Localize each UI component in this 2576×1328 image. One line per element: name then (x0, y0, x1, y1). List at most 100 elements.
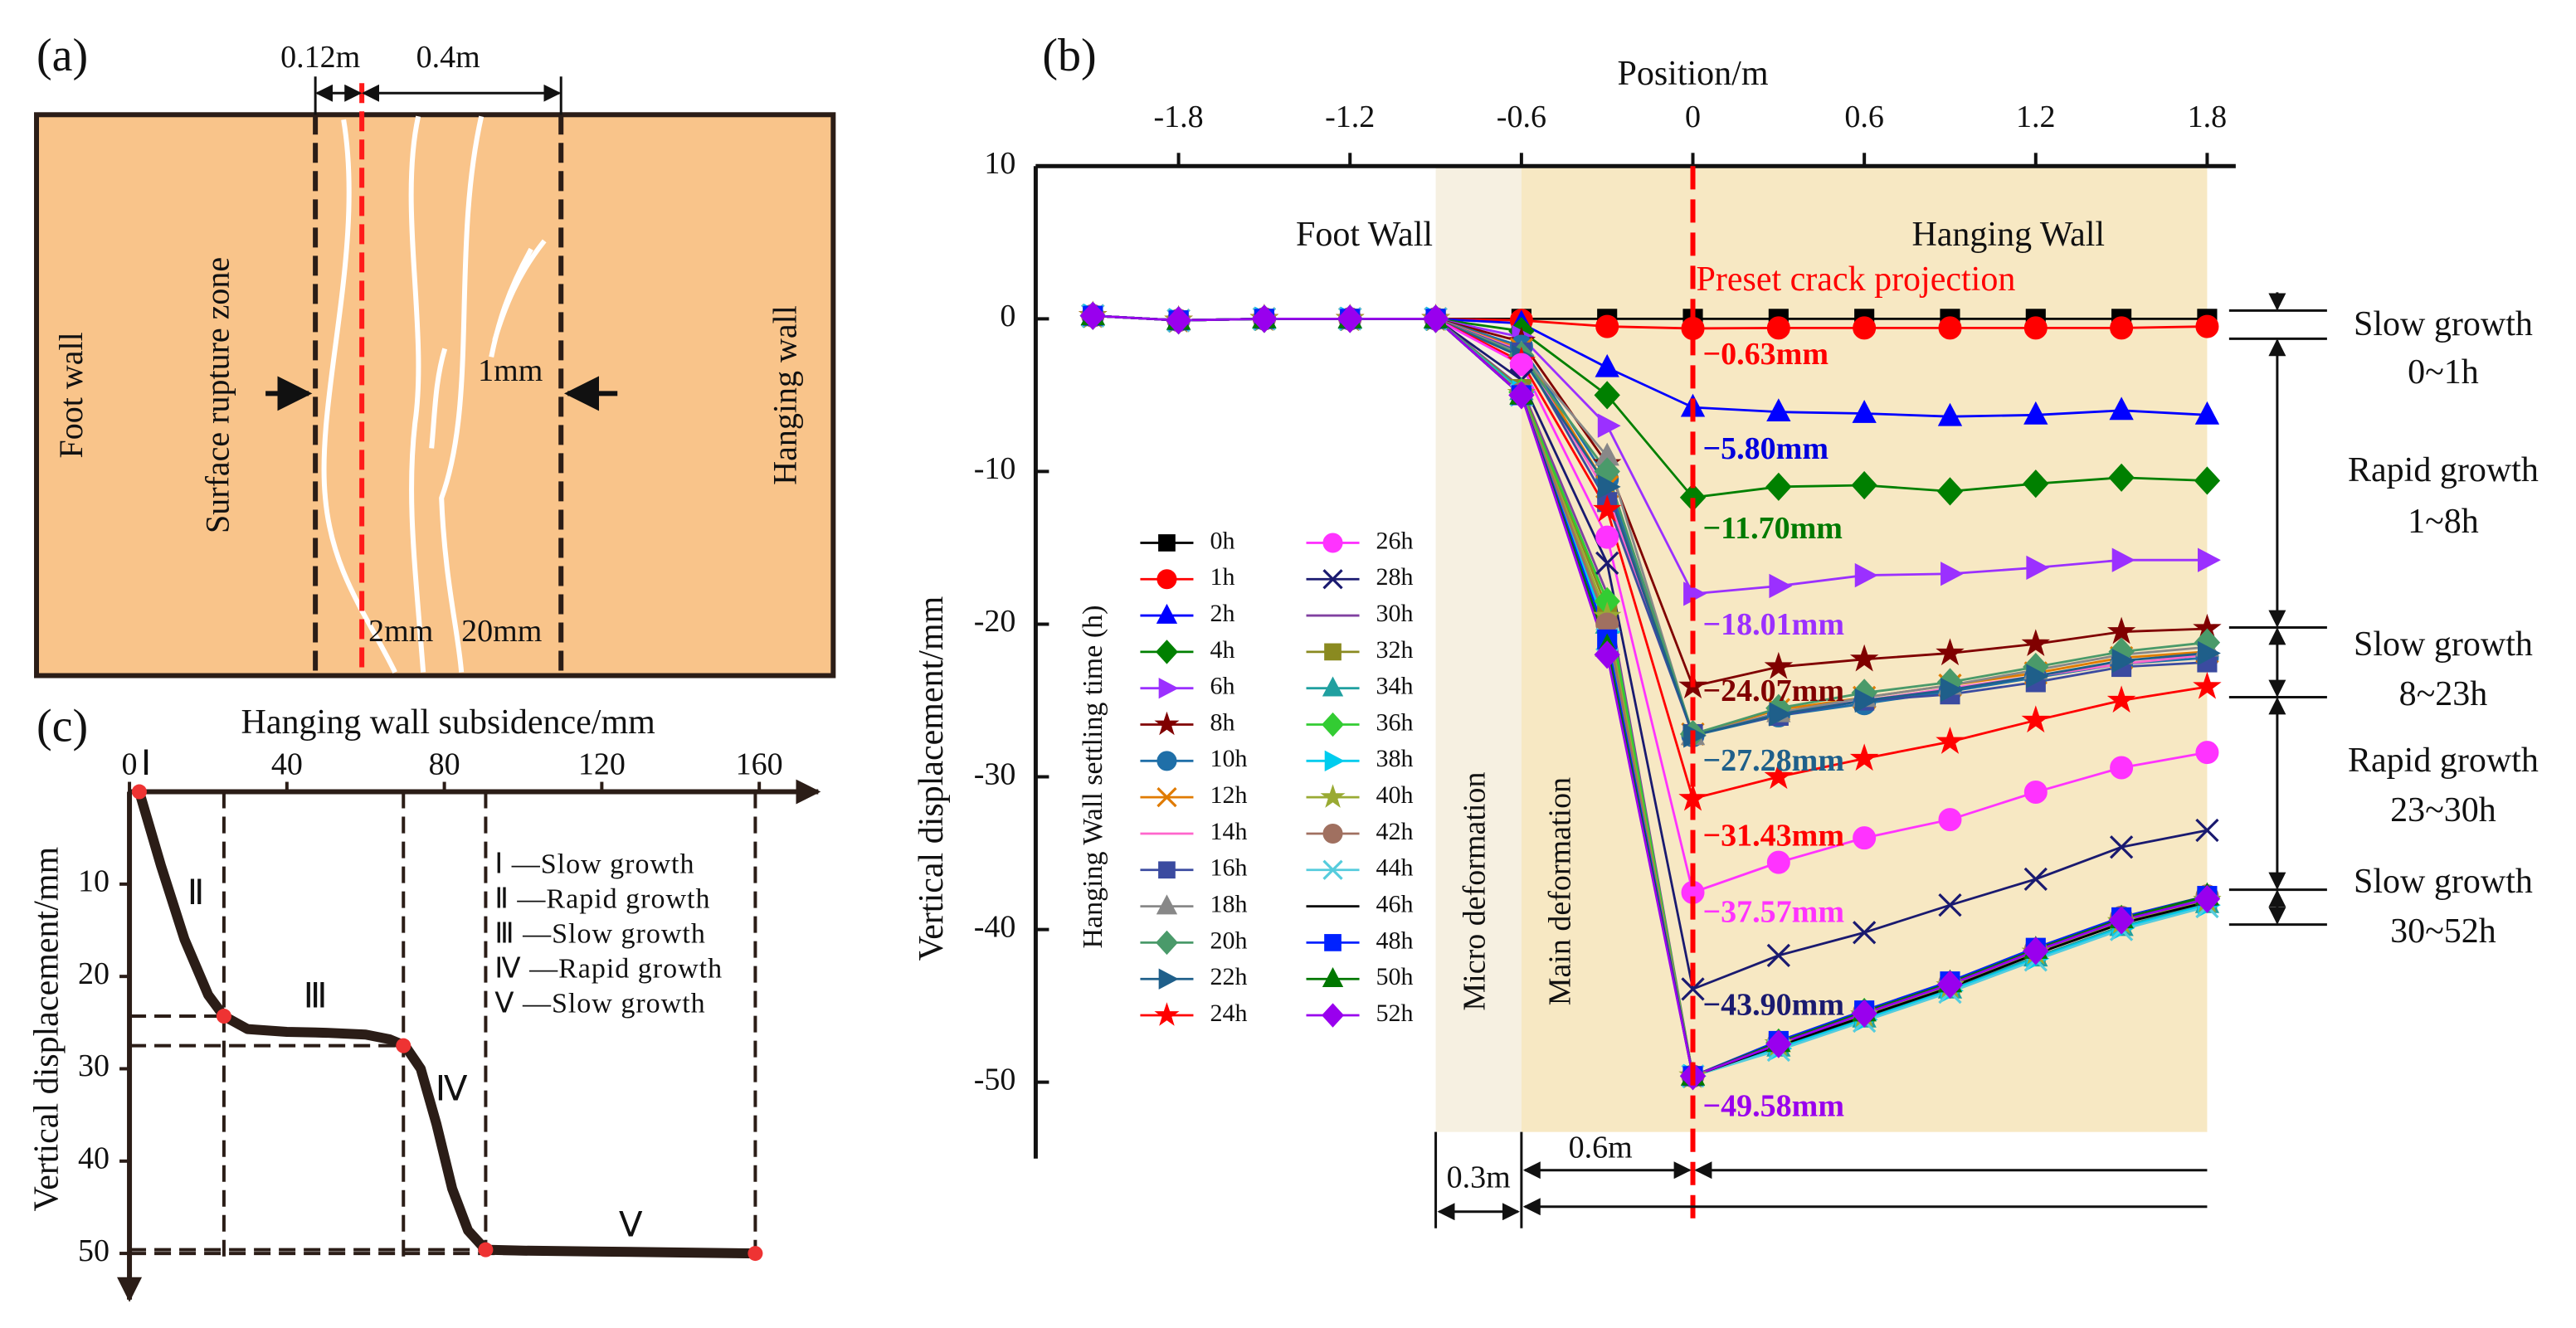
legend-label: 34h (1376, 673, 1414, 700)
stage-name: Slow growth (2354, 863, 2533, 901)
stage-name: Rapid growth (2348, 742, 2539, 780)
marker (1769, 702, 1793, 727)
marker (2111, 547, 2135, 572)
marker (1938, 316, 1962, 340)
key-point (478, 1242, 494, 1257)
marker (2021, 629, 2050, 657)
x-axis-title: Position/m (1617, 55, 1768, 93)
marker (2110, 756, 2134, 780)
marker (1936, 477, 1964, 506)
y-tick-label: 50 (78, 1233, 110, 1268)
stage-name: Slow growth (2354, 305, 2533, 343)
legend-label: 18h (1210, 890, 1247, 917)
marker (2109, 396, 2134, 421)
marker (2198, 640, 2221, 666)
key-point (216, 1009, 231, 1024)
legend-label: 20h (1210, 927, 1247, 954)
stage-legend: Ⅳ —Rapid growth (494, 953, 723, 984)
stage-name: Rapid growth (2348, 451, 2539, 489)
marker (1157, 751, 1177, 771)
stage-legend: Ⅱ —Rapid growth (494, 883, 710, 914)
marker (1324, 750, 1345, 771)
marker (2195, 741, 2219, 765)
marker (1155, 930, 1178, 956)
stage-range: 1~8h (2408, 503, 2479, 541)
marker (2109, 835, 2134, 859)
marker (2023, 867, 2048, 891)
y-tick-label: -30 (974, 756, 1016, 791)
marker (2026, 555, 2050, 581)
cracks (321, 115, 547, 674)
x-tick-label: 0 (1685, 100, 1701, 134)
x-tick-label: 0.6 (1844, 100, 1884, 134)
zone-label: Hanging Wall (1911, 216, 2105, 254)
crack-width: 1mm (478, 353, 543, 388)
marker (1595, 314, 1619, 338)
key-point (131, 784, 147, 800)
legend-label: 44h (1376, 854, 1414, 882)
marker (1154, 1002, 1180, 1026)
stage-numeral: Ⅲ (304, 977, 328, 1015)
marker (1766, 398, 1791, 422)
marker (1937, 402, 1963, 426)
marker (1849, 644, 1879, 672)
marker (2198, 547, 2221, 572)
x-tick-label: 120 (578, 747, 626, 781)
value-annotation: −11.70mm (1703, 511, 1843, 546)
value-annotation: −5.80mm (1703, 431, 1829, 466)
y-tick-label: -50 (974, 1062, 1016, 1097)
marker (2106, 616, 2136, 645)
marker (1158, 861, 1176, 879)
marker (1597, 474, 1621, 499)
legend-label: 32h (1376, 636, 1414, 664)
marker (1766, 943, 1790, 968)
series-line (1093, 314, 2208, 1078)
dim-label: 0.3m (1447, 1160, 1511, 1194)
marker (1322, 712, 1344, 737)
marker (2023, 780, 2048, 804)
marker (1157, 787, 1177, 808)
marker (1854, 562, 1878, 588)
value-annotation: −27.28mm (1703, 743, 1844, 778)
marker (1595, 353, 1619, 377)
marker (1853, 316, 1877, 340)
legend-label: 10h (1210, 745, 1247, 772)
legend-label: 26h (1376, 527, 1414, 554)
marker (1594, 381, 1620, 410)
marker (1597, 413, 1621, 438)
panel-label: (c) (37, 700, 88, 752)
key-point (396, 1038, 411, 1053)
stage-numeral: Ⅳ (436, 1070, 468, 1108)
legend-label: 30h (1376, 600, 1414, 627)
marker (1592, 494, 1622, 523)
stage-range: 8~23h (2399, 675, 2488, 713)
y-tick-label: 10 (78, 864, 110, 899)
marker (2194, 884, 2221, 913)
marker (2021, 705, 2050, 733)
legend-label: 42h (1376, 818, 1414, 845)
dim-label: 0.12m (280, 40, 360, 75)
marker (1765, 1029, 1792, 1058)
zone-label: Foot Wall (1296, 216, 1433, 254)
x-tick-label: -0.6 (1497, 100, 1546, 134)
hanging-wall-label: Hanging wall (766, 305, 803, 485)
dim-label: 0.4m (416, 40, 480, 75)
marker (1156, 603, 1178, 624)
marker (2023, 469, 2049, 499)
marker (1079, 301, 1106, 330)
stage-range: 0~1h (2408, 353, 2479, 392)
marker (1764, 761, 1794, 790)
marker (2023, 936, 2049, 966)
stage-numeral: Ⅰ (141, 745, 151, 783)
marker (1853, 826, 1877, 850)
marker (1936, 727, 1965, 754)
value-annotation: −18.01mm (1703, 607, 1844, 642)
y-tick-label: -20 (974, 604, 1016, 639)
value-annotation: −0.63mm (1703, 337, 1829, 372)
marker (1337, 304, 1363, 333)
marker (1764, 651, 1794, 679)
marker (2110, 316, 2134, 340)
x-axis-title: Hanging wall subsidence/mm (241, 703, 656, 742)
marker (1854, 688, 1878, 713)
marker (1766, 850, 1790, 874)
